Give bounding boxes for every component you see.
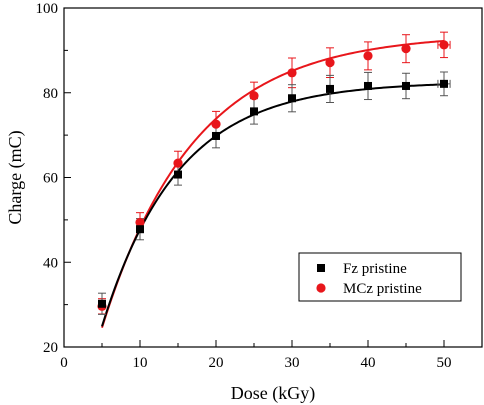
data-point-fz	[402, 81, 410, 90]
x-axis-label: Dose (kGy)	[231, 383, 315, 404]
y-tick-label: 20	[43, 340, 58, 356]
tick-labels: 0 10 20 30 40 50 20 40 60 80 100	[36, 1, 452, 371]
legend: Fz pristine MCz pristine	[298, 252, 462, 302]
data-point-mcz	[249, 91, 259, 101]
data-point-mcz	[363, 51, 373, 61]
y-tick-label: 40	[43, 255, 58, 271]
legend-marker-fz	[317, 264, 325, 272]
axis-ticks	[63, 7, 445, 348]
data-point-fz	[326, 84, 334, 93]
x-tick-label: 40	[361, 355, 376, 371]
legend-marker-mcz	[316, 283, 326, 293]
data-point-fz	[98, 299, 106, 308]
fit-curves	[101, 39, 445, 328]
fit-curve	[101, 83, 445, 327]
data-point-mcz	[211, 119, 221, 129]
data-point-mcz	[287, 68, 297, 78]
data-point-fz	[288, 94, 296, 103]
y-tick-label: 60	[43, 171, 58, 187]
legend-box	[298, 252, 462, 302]
legend-label: MCz pristine	[343, 281, 422, 297]
x-tick-label: 20	[209, 355, 224, 371]
y-tick-label: 80	[43, 86, 58, 102]
legend-label: Fz pristine	[343, 261, 407, 277]
data-point-mcz	[173, 158, 183, 168]
y-tick-label: 100	[36, 1, 59, 17]
data-point-fz	[364, 81, 372, 90]
data-point-fz	[136, 225, 144, 234]
data-point-mcz	[401, 44, 411, 54]
fit-curve	[101, 39, 445, 328]
data-point-mcz	[135, 217, 145, 228]
data-point-fz	[440, 79, 448, 88]
data-markers	[97, 40, 449, 311]
x-tick-label: 30	[285, 355, 300, 371]
data-point-fz	[174, 170, 182, 179]
data-point-fz	[250, 107, 258, 116]
data-point-fz	[212, 131, 220, 140]
data-point-mcz	[325, 58, 335, 68]
x-tick-label: 0	[60, 355, 68, 371]
x-tick-label: 50	[437, 355, 452, 371]
y-axis-label: Charge (mC)	[5, 130, 26, 224]
x-tick-label: 10	[133, 355, 148, 371]
data-point-mcz	[439, 40, 449, 50]
